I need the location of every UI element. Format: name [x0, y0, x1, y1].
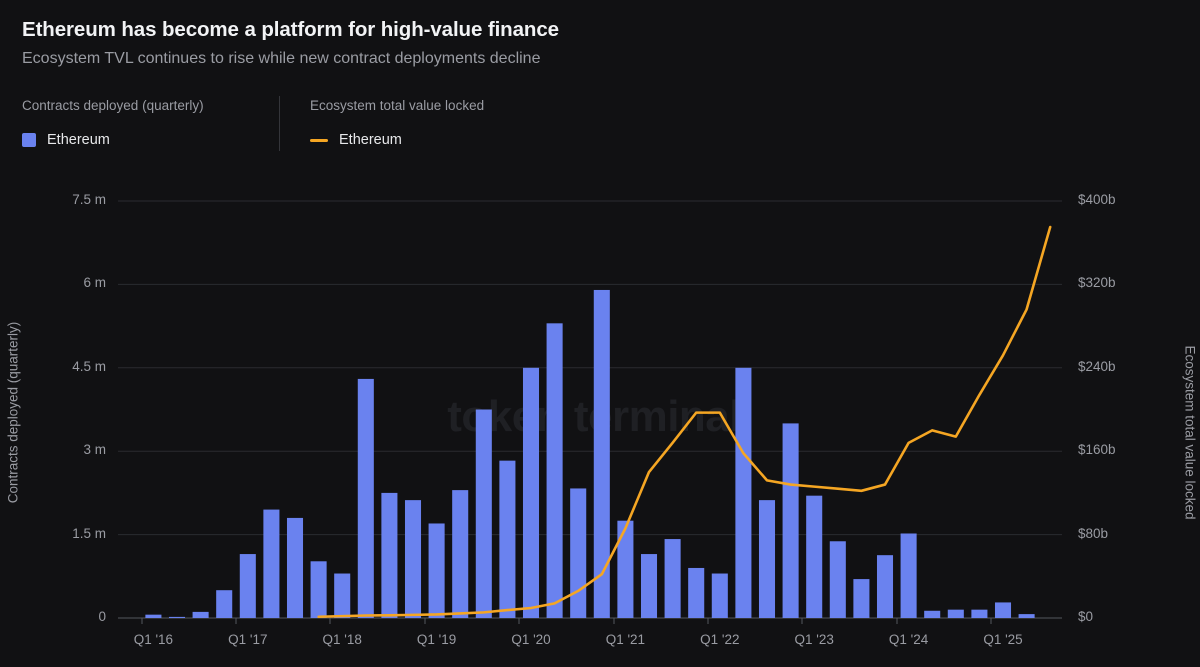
line-swatch-icon — [310, 138, 328, 142]
x-axis-tick: Q1 '22 — [700, 632, 740, 647]
bar[interactable] — [192, 611, 209, 618]
legend-divider — [279, 96, 280, 151]
bar[interactable] — [664, 539, 681, 618]
bar[interactable] — [263, 509, 280, 618]
bar[interactable] — [829, 541, 846, 618]
legend-item-label: Ethereum — [47, 132, 110, 148]
bar[interactable] — [286, 517, 304, 618]
x-axis-tick: Q1 '20 — [511, 632, 551, 647]
bar[interactable] — [428, 523, 445, 618]
legend-item-tvl-ethereum[interactable]: Ethereum — [310, 132, 484, 148]
y-axis-tick-right: $240b — [1078, 358, 1116, 374]
legend-heading-bars: Contracts deployed (quarterly) — [22, 98, 204, 113]
bar[interactable] — [782, 423, 799, 618]
y-axis-tick-right: $160b — [1078, 442, 1116, 458]
bar[interactable] — [971, 609, 988, 618]
bar[interactable] — [452, 490, 469, 618]
bar[interactable] — [994, 602, 1012, 618]
bar[interactable] — [145, 614, 162, 618]
y-axis-title-right: Ecosystem total value locked — [1182, 345, 1198, 520]
legend-group-line: Ecosystem total value locked Ethereum — [310, 98, 484, 148]
bar[interactable] — [617, 520, 634, 618]
x-axis-tick: Q1 '19 — [416, 632, 457, 647]
bar[interactable] — [1018, 614, 1035, 618]
y-axis-tick-left: 3 m — [83, 442, 106, 458]
bar[interactable] — [381, 492, 398, 618]
bar[interactable] — [758, 500, 776, 618]
y-axis-tick-left: 1.5 m — [72, 525, 106, 541]
bar[interactable] — [876, 555, 894, 618]
bar[interactable] — [475, 409, 492, 619]
bar[interactable] — [499, 460, 516, 618]
legend-heading-tvl: Ecosystem total value locked — [310, 98, 485, 113]
y-axis-tick-left: 6 m — [83, 275, 106, 291]
x-axis-tick: Q1 '18 — [322, 632, 362, 647]
x-axis-tick: Q1 '25 — [983, 632, 1023, 647]
x-axis-tick: Q1 '23 — [794, 632, 834, 647]
legend-group-bars: Contracts deployed (quarterly) Ethereum — [22, 98, 204, 148]
y-axis-tick-left: 7.5 m — [72, 192, 106, 207]
bar[interactable] — [947, 609, 964, 618]
legend-item-label: Ethereum — [339, 132, 402, 148]
bar[interactable] — [900, 533, 917, 618]
bar[interactable] — [404, 500, 422, 618]
bar[interactable] — [806, 495, 823, 618]
legend-item-contracts-ethereum[interactable]: Ethereum — [22, 132, 204, 148]
y-axis-tick-left: 0 — [98, 609, 106, 624]
bar[interactable] — [334, 573, 351, 618]
bar[interactable] — [357, 378, 374, 618]
bar[interactable] — [735, 367, 752, 618]
y-axis-title-left: Contracts deployed (quarterly) — [5, 321, 21, 504]
bar[interactable] — [310, 561, 327, 618]
bar[interactable] — [853, 579, 870, 618]
bar[interactable] — [216, 590, 233, 618]
x-axis-tick: Q1 '21 — [605, 632, 646, 647]
x-axis-tick: Q1 '24 — [888, 632, 929, 647]
x-axis-tick: Q1 '17 — [228, 632, 268, 647]
bar[interactable] — [711, 573, 728, 618]
y-axis-tick-right: $0 — [1078, 609, 1094, 624]
bar[interactable] — [570, 488, 587, 618]
y-axis-tick-right: $80b — [1078, 525, 1109, 541]
y-axis-tick-left: 4.5 m — [72, 358, 106, 374]
bar[interactable] — [522, 367, 540, 618]
bar[interactable] — [593, 289, 610, 618]
bar[interactable] — [546, 323, 563, 618]
y-axis-tick-right: $400b — [1078, 192, 1116, 207]
bar[interactable] — [924, 610, 941, 618]
page-subtitle: Ecosystem TVL continues to rise while ne… — [22, 50, 541, 67]
square-swatch-icon — [22, 133, 36, 147]
bar[interactable] — [640, 554, 658, 618]
bar[interactable] — [168, 616, 186, 618]
bar[interactable] — [239, 554, 256, 618]
x-axis-tick: Q1 '16 — [133, 632, 174, 647]
page-title: Ethereum has become a platform for high-… — [22, 18, 559, 41]
y-axis-tick-right: $320b — [1078, 275, 1116, 291]
bar[interactable] — [688, 567, 705, 618]
tvl-line[interactable] — [317, 225, 1052, 619]
